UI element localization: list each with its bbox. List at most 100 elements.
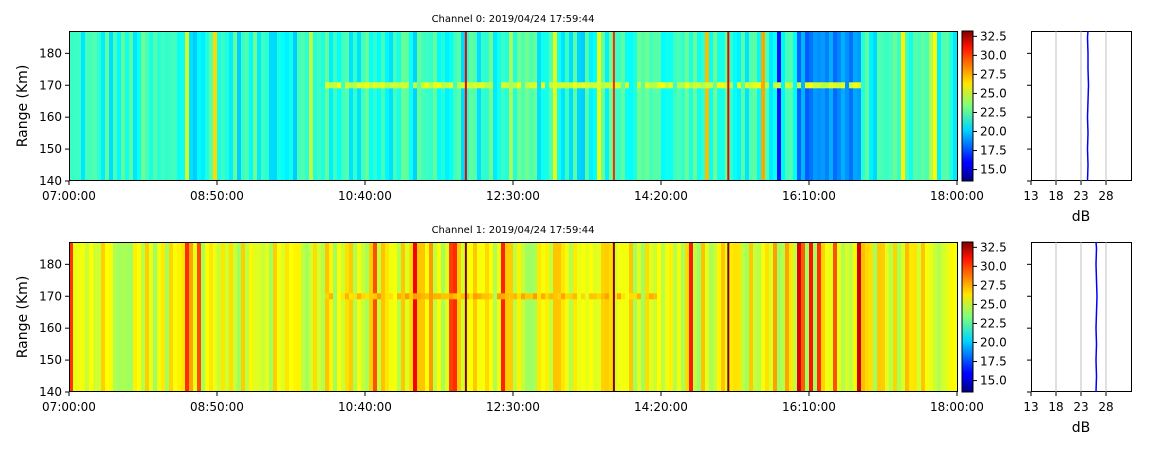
heatmap-column xyxy=(417,242,422,392)
heatmap-column xyxy=(73,31,78,181)
heatmap-column xyxy=(289,31,294,181)
layer-segment xyxy=(413,82,418,89)
heatmap-column xyxy=(929,242,934,392)
heatmap-column xyxy=(949,31,954,181)
layer-segment xyxy=(597,293,602,300)
heatmap-channel-1 xyxy=(69,242,958,392)
heatmap-column xyxy=(677,242,682,392)
layer-segment xyxy=(457,293,462,300)
heatmap-column xyxy=(801,31,806,181)
layer-segment xyxy=(525,293,530,300)
heatmap-column xyxy=(85,242,90,392)
heatmap-column xyxy=(397,31,402,181)
layer-segment xyxy=(573,293,578,300)
heatmap-column xyxy=(953,242,958,392)
layer-segment xyxy=(645,82,650,89)
heatmap-column xyxy=(941,31,946,181)
heatmap-column xyxy=(129,31,134,181)
heatmap-column xyxy=(165,242,170,392)
layer-segment xyxy=(501,82,506,89)
heatmap-column xyxy=(317,31,322,181)
heatmap-column xyxy=(381,242,386,392)
heatmap-column xyxy=(269,31,274,181)
heatmap-column xyxy=(489,31,494,181)
heatmap-column xyxy=(837,242,842,392)
heatmap-column xyxy=(793,242,798,392)
layer-segment xyxy=(513,293,518,300)
heatmap-column xyxy=(705,31,710,181)
heatmap-column xyxy=(469,242,474,392)
heatmap-column xyxy=(541,31,546,181)
layer-segment xyxy=(353,293,358,300)
heatmap-column xyxy=(209,31,214,181)
layer-segment xyxy=(821,82,826,89)
heatmap-column xyxy=(841,242,846,392)
heatmap-column xyxy=(377,31,382,181)
layer-segment xyxy=(533,82,538,89)
heatmap-column xyxy=(921,242,926,392)
layer-segment xyxy=(657,82,662,89)
heatmap-column xyxy=(117,242,122,392)
heatmap-column xyxy=(797,31,802,181)
heatmap-column xyxy=(645,31,650,181)
profile-x-tick-label: 28 xyxy=(1098,189,1113,203)
heatmap-column xyxy=(673,242,678,392)
heatmap-column xyxy=(285,31,290,181)
heatmap-column xyxy=(241,31,246,181)
heatmap-column xyxy=(925,31,930,181)
layer-segment xyxy=(693,82,698,89)
layer-segment xyxy=(441,82,446,89)
heatmap-column xyxy=(281,242,286,392)
heatmap-column xyxy=(665,31,670,181)
heatmap-column xyxy=(897,242,902,392)
layer-segment xyxy=(701,82,706,89)
heatmap-column xyxy=(105,242,110,392)
layer-segment xyxy=(381,82,386,89)
heatmap-column xyxy=(425,242,430,392)
heatmap-column xyxy=(489,242,494,392)
heatmap-column xyxy=(357,31,362,181)
heatmap-column xyxy=(677,31,682,181)
layer-segment xyxy=(589,82,594,89)
heatmap-column xyxy=(409,31,414,181)
bright-stripe xyxy=(612,31,615,181)
heatmap-column xyxy=(637,242,642,392)
heatmap-column xyxy=(577,242,582,392)
layer-segment xyxy=(365,82,370,89)
heatmap-column xyxy=(165,31,170,181)
layer-segment xyxy=(425,293,430,300)
layer-segment xyxy=(677,82,682,89)
profile-x-tick-label: 28 xyxy=(1098,400,1113,414)
heatmap-column xyxy=(349,31,354,181)
heatmap-column xyxy=(133,242,138,392)
heatmap-column xyxy=(169,242,174,392)
heatmap-column xyxy=(365,31,370,181)
heatmap-column xyxy=(109,31,114,181)
heatmap-column xyxy=(413,242,418,392)
heatmap-column xyxy=(729,31,734,181)
heatmap-column xyxy=(593,242,598,392)
heatmap-column xyxy=(893,242,898,392)
y-tick-label: 170 xyxy=(39,78,62,92)
layer-segment xyxy=(745,82,750,89)
heatmap-column xyxy=(277,242,282,392)
heatmap-column xyxy=(937,31,942,181)
heatmap-column xyxy=(809,242,814,392)
layer-segment xyxy=(805,82,810,89)
heatmap-column xyxy=(741,31,746,181)
layer-segment xyxy=(413,293,418,300)
heatmap-column xyxy=(913,31,918,181)
layer-segment xyxy=(349,293,354,300)
heatmap-column xyxy=(605,31,610,181)
layer-segment xyxy=(689,82,694,89)
heatmap-column xyxy=(261,31,266,181)
heatmap-column xyxy=(201,242,206,392)
heatmap-column xyxy=(557,31,562,181)
layer-segment xyxy=(509,293,514,300)
layer-segment xyxy=(457,82,462,89)
heatmap-column xyxy=(485,242,490,392)
heatmap-column xyxy=(217,31,222,181)
heatmap-column xyxy=(769,242,774,392)
colorbar xyxy=(961,241,974,393)
layer-segment xyxy=(505,82,510,89)
